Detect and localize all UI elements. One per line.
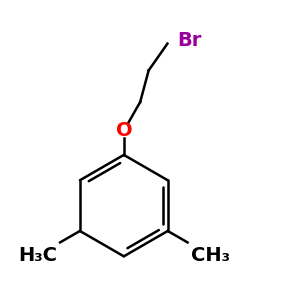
Text: CH₃: CH₃ (191, 246, 230, 265)
Text: Br: Br (177, 31, 202, 50)
Text: H₃C: H₃C (18, 246, 57, 265)
Text: O: O (116, 121, 132, 140)
